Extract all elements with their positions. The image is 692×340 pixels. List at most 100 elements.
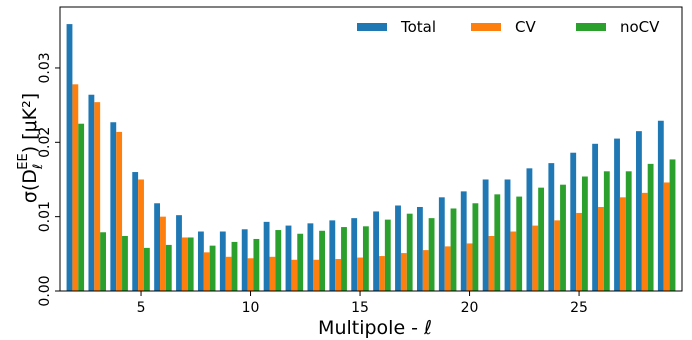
bar-cv-13	[313, 259, 320, 291]
bar-cv-27	[619, 197, 626, 291]
bar-total-27	[614, 138, 620, 291]
y-tick-label: 0.03	[37, 52, 53, 83]
bar-cv-23	[532, 225, 539, 291]
bar-total-12	[285, 225, 292, 291]
y-label-subscript: ℓ	[31, 164, 46, 170]
bar-cv-6	[160, 216, 166, 291]
y-label-main: σ(D	[19, 169, 41, 203]
x-tick-label: 20	[461, 300, 479, 316]
bar-nocv-25	[581, 176, 588, 291]
bar-total-6	[154, 203, 161, 291]
x-tick-label: 15	[351, 300, 369, 316]
bar-nocv-10	[253, 238, 260, 291]
bar-total-22	[504, 179, 511, 291]
bar-total-10	[241, 229, 248, 291]
bar-total-28	[636, 131, 642, 291]
bar-nocv-3	[100, 232, 106, 291]
legend-label-nocv: noCV	[620, 18, 660, 36]
y-tick-label: 0.01	[37, 201, 53, 232]
bar-cv-11	[269, 256, 276, 291]
bar-total-8	[197, 231, 204, 291]
bar-cv-3	[94, 102, 101, 291]
bar-total-9	[219, 231, 226, 291]
legend: Total CV noCV	[357, 18, 660, 36]
bar-cv-22	[510, 231, 517, 291]
legend-label-cv: CV	[515, 18, 536, 36]
bar-cv-7	[181, 237, 188, 291]
bar-cv-5	[138, 179, 144, 291]
legend-label-total: Total	[400, 18, 436, 36]
bar-cv-18	[422, 250, 429, 291]
bar-total-17	[395, 205, 401, 291]
bar-total-7	[176, 215, 182, 291]
bar-total-23	[526, 168, 533, 291]
bar-total-4	[110, 122, 117, 292]
y-tick-label: 0.02	[37, 127, 53, 158]
bar-cv-4	[116, 131, 123, 291]
plot-frame	[59, 6, 683, 292]
bar-nocv-24	[560, 184, 566, 291]
bar-cv-10	[247, 258, 254, 291]
bar-nocv-6	[165, 244, 172, 291]
bar-cv-20	[466, 243, 473, 291]
bar-total-26	[592, 143, 599, 291]
bar-nocv-12	[297, 233, 304, 291]
bar-nocv-8	[209, 245, 216, 291]
bar-total-25	[570, 152, 577, 291]
bar-nocv-21	[494, 194, 501, 291]
bar-total-16	[373, 211, 380, 291]
x-axis-label: Multipole - ℓ	[318, 317, 432, 339]
bar-nocv-5	[143, 247, 150, 291]
bar-cv-15	[357, 257, 363, 291]
bar-total-21	[482, 179, 489, 291]
bar-cv-25	[576, 212, 582, 291]
bar-cv-12	[291, 259, 298, 291]
x-tick-label: 5	[137, 300, 146, 316]
y-label-unit: ) [μK²]	[19, 93, 41, 153]
bar-nocv-11	[275, 230, 282, 291]
bar-nocv-4	[122, 235, 128, 291]
bars-group	[66, 24, 676, 292]
axes-group: 5 10 15 20 25 0.00 0.01 0.02 0.03	[37, 6, 683, 316]
bar-nocv-22	[516, 196, 523, 291]
bar-total-14	[329, 220, 336, 291]
bar-cv-21	[488, 235, 495, 291]
bar-nocv-14	[341, 227, 347, 291]
bar-total-11	[263, 221, 270, 291]
bar-nocv-29	[669, 159, 676, 291]
bar-total-18	[416, 206, 423, 291]
bar-cv-2	[72, 84, 79, 291]
bar-nocv-28	[647, 163, 654, 291]
bar-nocv-16	[384, 219, 391, 291]
bar-nocv-2	[78, 123, 85, 291]
bar-cv-28	[641, 192, 648, 291]
bar-cv-29	[663, 182, 670, 291]
x-tick-label: 10	[242, 300, 260, 316]
y-axis-label: σ(DℓEE) [μK²]	[16, 93, 46, 203]
bar-nocv-19	[450, 208, 457, 291]
x-tick-label: 25	[570, 300, 588, 316]
legend-swatch-nocv	[576, 23, 606, 31]
bar-cv-16	[379, 256, 385, 291]
bar-cv-17	[400, 253, 407, 291]
y-tick-label: 0.00	[37, 275, 53, 306]
bar-total-13	[307, 223, 314, 291]
bar-cv-9	[225, 256, 232, 291]
bar-total-20	[460, 191, 467, 291]
bar-cv-26	[598, 206, 604, 291]
bar-cv-19	[444, 246, 451, 291]
y-label-superscript: EE	[16, 153, 31, 169]
bar-cv-14	[335, 259, 342, 291]
bar-nocv-18	[428, 218, 435, 291]
bar-total-29	[657, 120, 664, 291]
bar-nocv-23	[538, 187, 545, 291]
bar-cv-8	[203, 252, 210, 291]
bar-total-5	[132, 172, 139, 291]
legend-swatch-cv	[471, 23, 501, 31]
legend-swatch-total	[357, 23, 387, 31]
bar-nocv-27	[625, 171, 632, 291]
bar-total-3	[88, 94, 95, 291]
bar-total-19	[438, 197, 445, 291]
bar-cv-24	[554, 220, 561, 291]
